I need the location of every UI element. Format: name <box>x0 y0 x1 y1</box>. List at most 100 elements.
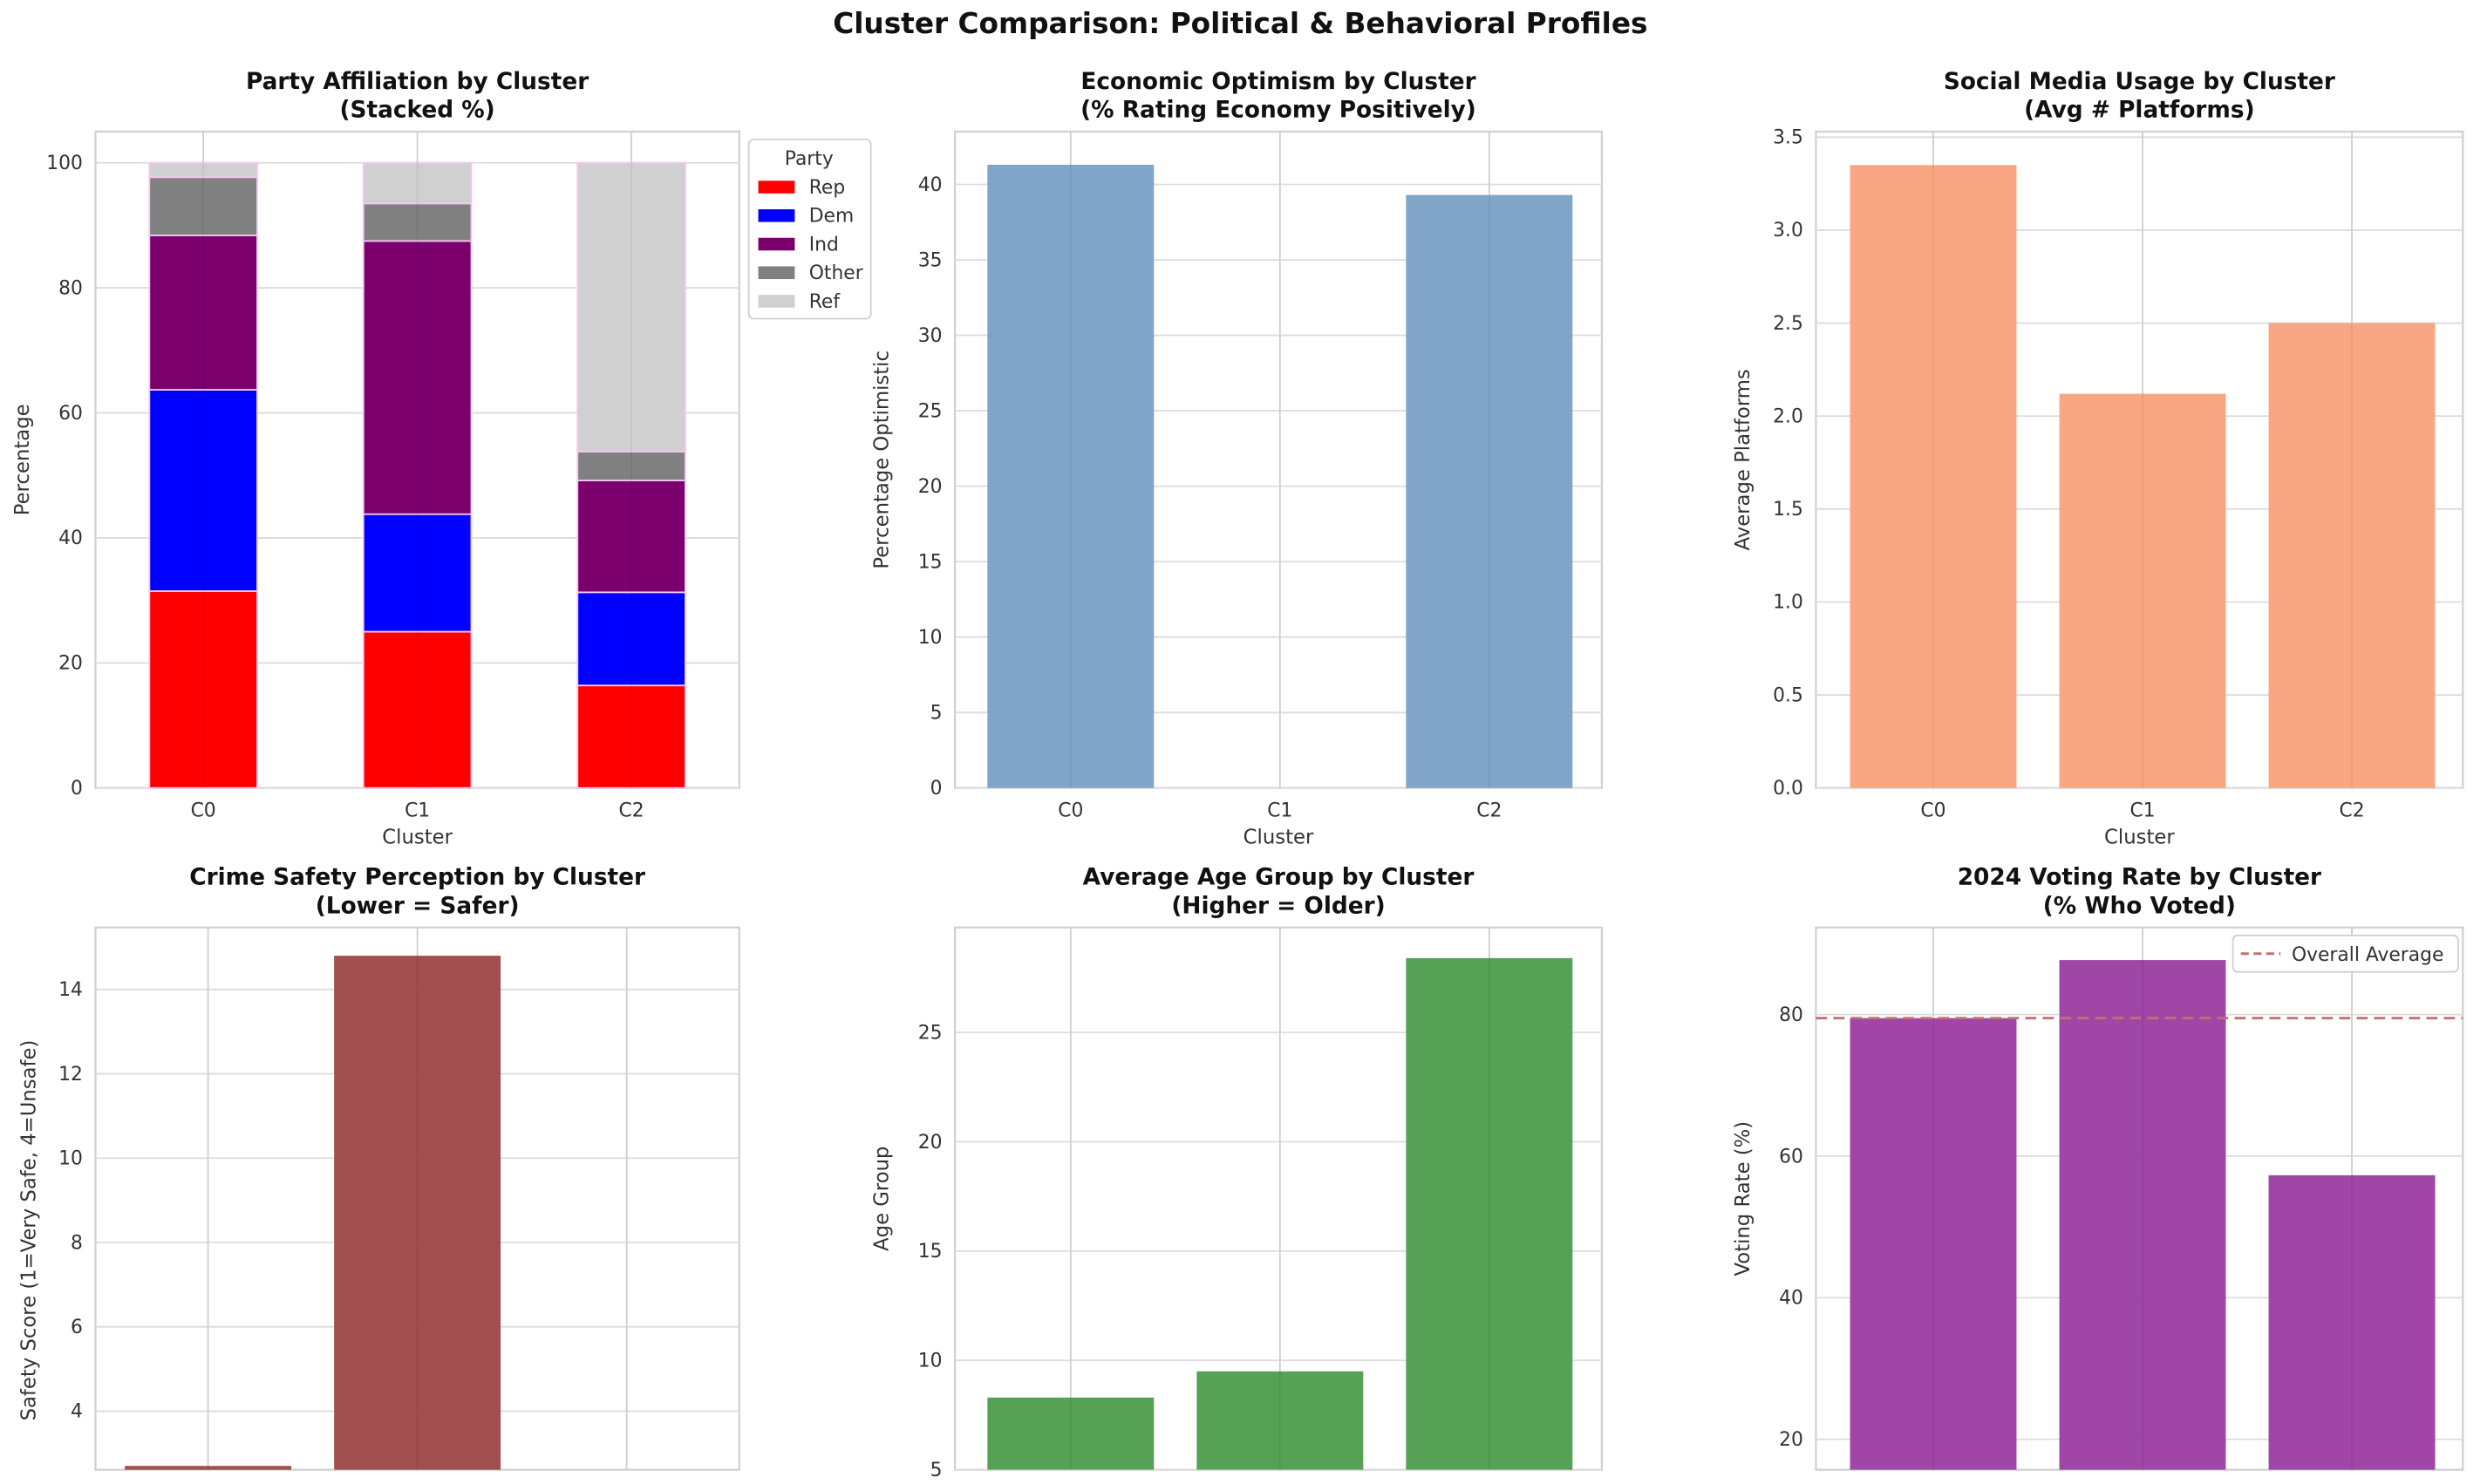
y-tick-label: 10 <box>918 627 943 649</box>
bar-dem-c0 <box>148 389 258 592</box>
x-tick-label: C0 <box>191 800 216 821</box>
chart-crime: Crime Safety Perception by Cluster(Lower… <box>17 865 740 1471</box>
y-tick-label: 0 <box>71 778 83 800</box>
y-tick-label: 0.5 <box>1773 684 1803 706</box>
bar-ind-c0 <box>148 235 258 391</box>
y-tick-label: 20 <box>918 476 943 498</box>
x-axis-label: Cluster <box>2104 826 2175 848</box>
bar-ind-c1 <box>362 240 473 515</box>
chart-economy: Economic Optimism by Cluster (% Rating Ec… <box>871 69 1604 848</box>
y-axis-label: Age Group <box>871 1147 894 1251</box>
legend-swatch-dem <box>758 209 795 222</box>
legend-box <box>2231 934 2459 973</box>
bar-rep-c0 <box>148 589 258 789</box>
bar-c2 <box>1406 957 1573 1470</box>
y-tick-label: 80 <box>1779 1004 1803 1026</box>
y-tick-label: 5 <box>930 1460 943 1481</box>
legend-swatch-other <box>758 266 795 280</box>
legend-title: Party <box>785 148 834 170</box>
y-tick-label: 60 <box>1779 1146 1803 1167</box>
bar-c1 <box>334 956 501 1470</box>
legend-swatch-rep <box>758 180 795 194</box>
y-tick-label: 40 <box>58 528 83 549</box>
y-axis-label: Safety Score (1=Very Safe, 4=Unsafe) <box>17 1040 40 1421</box>
figure-title: Cluster Comparison: Political & Behavior… <box>833 7 1647 40</box>
y-tick-label: 60 <box>58 403 83 425</box>
chart-party: Party Affiliation by Cluster (Stacked %) 0… <box>11 69 872 848</box>
bar-c0 <box>1850 165 2017 788</box>
legend-swatch-ref <box>758 295 795 308</box>
x-tick-label: C0 <box>1920 800 1945 821</box>
chart-title: Party Affiliation by Cluster <box>246 69 589 95</box>
y-tick-label: 100 <box>46 153 83 174</box>
bar-rep-c1 <box>362 630 473 789</box>
x-tick-label: C2 <box>2339 800 2364 821</box>
y-tick-label: 3.0 <box>1773 220 1803 242</box>
y-tick-label: 20 <box>1779 1429 1803 1451</box>
chart-title: Average Age Group by Cluster <box>1083 865 1475 891</box>
bar-ref-c2 <box>576 161 686 453</box>
y-tick-label: 14 <box>58 979 83 1001</box>
y-tick-label: 3.5 <box>1773 127 1803 149</box>
y-tick-label: 4 <box>71 1401 83 1423</box>
chart-subtitle: (Lower = Safer) <box>316 893 520 919</box>
y-axis-label: Average Platforms <box>1732 369 1755 550</box>
y-tick-label: 25 <box>918 1022 943 1044</box>
y-axis-label: Percentage <box>11 404 34 515</box>
bar-c0 <box>1850 1018 2017 1470</box>
chart-title: 2024 Voting Rate by Cluster <box>1958 865 2321 891</box>
y-tick-label: 10 <box>918 1351 943 1372</box>
y-axis-label: Percentage Optimistic <box>871 351 894 569</box>
bar-c2 <box>2268 1174 2436 1470</box>
x-axis-label: Cluster <box>1244 826 1314 848</box>
y-tick-label: 30 <box>918 325 943 347</box>
bar-c1 <box>2059 960 2226 1470</box>
bar-ref-c1 <box>362 161 473 205</box>
chart-subtitle: (Higher = Older) <box>1171 893 1385 919</box>
y-tick-label: 40 <box>1779 1288 1803 1310</box>
chart-social: Social Media Usage by Cluster (Avg # Plat… <box>1732 69 2464 848</box>
y-tick-label: 80 <box>58 277 83 299</box>
y-tick-label: 10 <box>58 1148 83 1170</box>
bar-other-c1 <box>362 202 473 242</box>
y-tick-label: 2.0 <box>1773 405 1803 427</box>
y-tick-label: 15 <box>918 551 943 573</box>
y-tick-label: 2.5 <box>1773 313 1803 335</box>
x-axis-label: Cluster <box>382 826 453 848</box>
bar-c0 <box>987 164 1155 788</box>
legend-label: Overall Average <box>2292 944 2443 966</box>
y-axis-label: Voting Rate (%) <box>1732 1121 1755 1276</box>
bar-dem-c1 <box>362 513 473 633</box>
y-tick-label: 15 <box>918 1241 943 1263</box>
y-tick-label: 25 <box>918 400 943 422</box>
legend: Overall Average <box>2231 934 2459 973</box>
bar-c1 <box>2059 393 2226 788</box>
y-tick-label: 12 <box>58 1064 83 1086</box>
bar-rep-c2 <box>576 684 686 789</box>
bar-c0 <box>125 1466 292 1470</box>
y-tick-label: 20 <box>58 653 83 675</box>
legend-label-ref: Ref <box>809 291 841 313</box>
legend-label-dem: Dem <box>809 206 854 228</box>
y-tick-label: 0.0 <box>1773 778 1803 800</box>
y-tick-label: 1.5 <box>1773 499 1803 521</box>
legend-label-rep: Rep <box>809 177 845 199</box>
y-tick-label: 1.0 <box>1773 592 1803 614</box>
chart-title: Social Media Usage by Cluster <box>1944 69 2335 95</box>
bar-ref-c0 <box>148 161 258 179</box>
chart-subtitle: (Stacked %) <box>340 98 495 124</box>
chart-voting: 2024 Voting Rate by Cluster(% Who Voted)… <box>1732 865 2464 1471</box>
legend-swatch-ind <box>758 237 795 251</box>
x-tick-label: C1 <box>2129 800 2155 821</box>
x-tick-label: C2 <box>619 800 644 821</box>
x-tick-label: C2 <box>1476 800 1502 821</box>
bar-c2 <box>1406 194 1573 788</box>
y-tick-label: 20 <box>918 1132 943 1154</box>
y-tick-label: 0 <box>930 778 943 800</box>
chart-age: Average Age Group by Cluster(Higher = Ol… <box>871 865 1604 1481</box>
x-tick-label: C1 <box>1267 800 1292 821</box>
x-tick-label: C1 <box>405 800 430 821</box>
bar-c2 <box>2268 323 2436 788</box>
y-tick-label: 35 <box>918 249 943 271</box>
chart-subtitle: (Avg # Platforms) <box>2024 98 2255 124</box>
